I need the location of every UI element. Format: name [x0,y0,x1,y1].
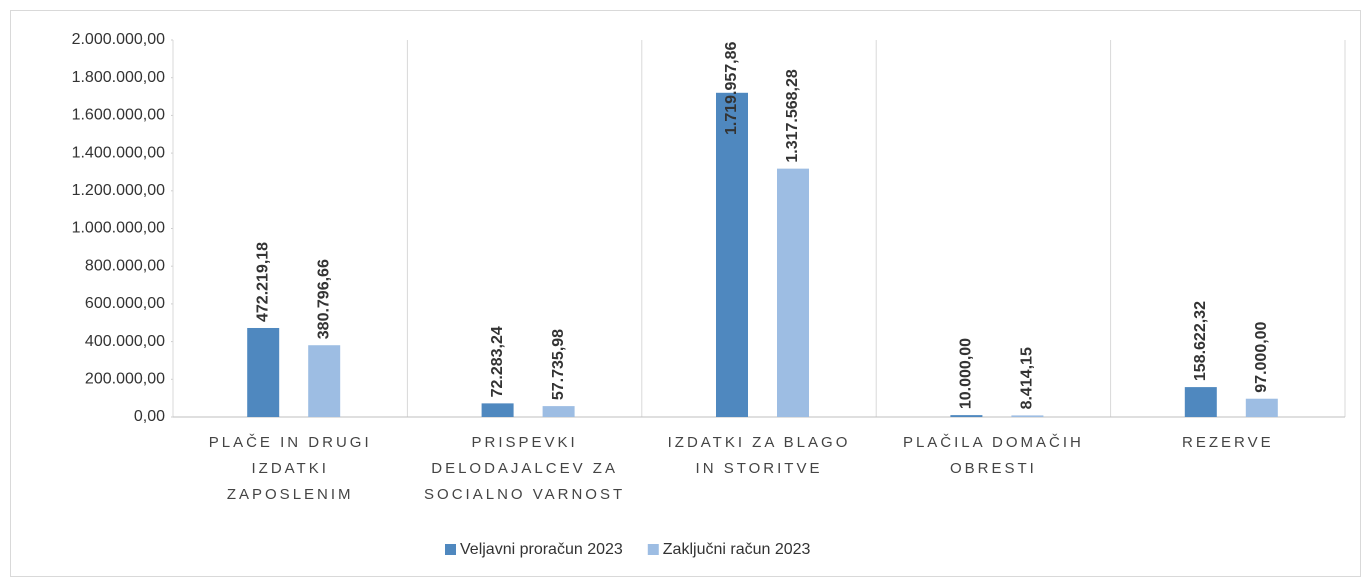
x-tick-label: PLAČE IN DRUGI IZDATKI ZAPOSLENIM [208,434,372,503]
x-tick-label: PLAČILA DOMAČIH OBRESTI [902,434,1084,477]
y-tick-label: 200.000,00 [85,371,165,388]
data-label: 472.219,18 [254,242,271,322]
bar [716,92,748,418]
chart-frame [10,10,1361,577]
data-label: 10.000,00 [958,338,975,409]
y-tick-label: 2.000.000,00 [72,31,166,48]
y-tick-label: 0,00 [134,408,165,425]
bar [950,415,983,417]
data-label: 158.622,32 [1192,301,1209,381]
bar [777,168,809,417]
data-label: 97.000,00 [1253,321,1270,392]
data-label: 57.735,98 [550,329,567,400]
x-tick-label: REZERVE [1182,434,1274,451]
y-tick-label: 800.000,00 [85,257,165,274]
y-tick-label: 1.800.000,00 [72,69,166,86]
data-label: 72.283,24 [489,326,506,397]
data-label: 380.796,66 [315,259,332,339]
legend-label: Zaključni račun 2023 [663,541,811,558]
y-tick-label: 400.000,00 [85,333,165,350]
data-label: 8.414,15 [1019,347,1036,409]
bar [542,406,575,417]
legend-swatch [647,544,659,555]
y-tick-label: 1.600.000,00 [72,107,166,124]
bar [1245,398,1278,417]
data-label: 1.719.957,86 [723,41,740,135]
bar [1184,387,1217,417]
y-tick-label: 600.000,00 [85,295,165,312]
data-label: 1.317.568,28 [784,69,801,163]
bar [247,327,280,417]
y-tick-label: 1.400.000,00 [72,144,166,161]
bar [308,345,341,417]
x-tick-label: PRISPEVKI DELODAJALCEV ZA SOCIALNO VARNO… [424,434,626,503]
legend-swatch [445,544,456,555]
x-tick-label: IZDATKI ZA BLAGO IN STORITVE [667,434,851,477]
y-tick-label: 1.000.000,00 [72,220,166,237]
bar [481,403,514,417]
y-tick-label: 1.200.000,00 [72,182,166,199]
bar [1011,415,1044,417]
legend-label: Veljavni proračun 2023 [460,541,623,558]
